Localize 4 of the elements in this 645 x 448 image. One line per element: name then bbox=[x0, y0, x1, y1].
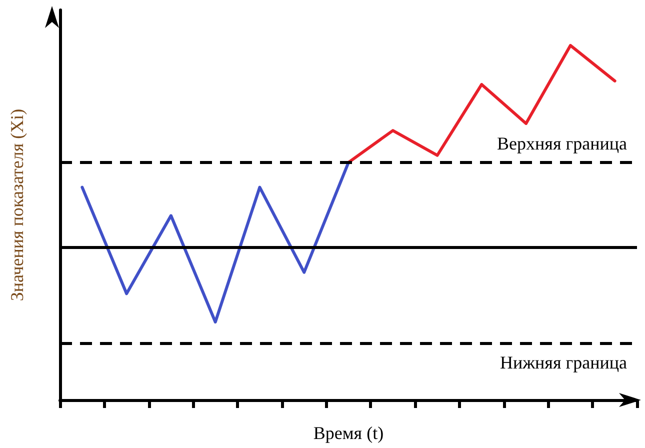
y-axis-title: Значения показателя (Xi) bbox=[7, 108, 27, 302]
ref-line-label: Нижняя граница bbox=[500, 352, 627, 372]
ref-line-label: Верхняя граница bbox=[497, 133, 628, 154]
x-axis-title: Время (t) bbox=[313, 423, 384, 443]
